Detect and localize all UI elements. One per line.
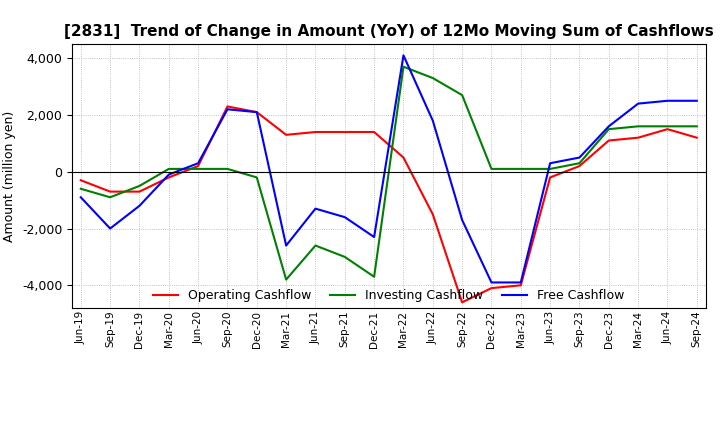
Line: Operating Cashflow: Operating Cashflow xyxy=(81,106,697,302)
Free Cashflow xyxy=(106,226,114,231)
Investing Cashflow xyxy=(428,75,437,81)
Investing Cashflow xyxy=(516,166,525,172)
Free Cashflow xyxy=(341,215,349,220)
Investing Cashflow xyxy=(341,254,349,260)
Operating Cashflow xyxy=(546,175,554,180)
Investing Cashflow xyxy=(370,274,379,279)
Legend: Operating Cashflow, Investing Cashflow, Free Cashflow: Operating Cashflow, Investing Cashflow, … xyxy=(148,284,629,307)
Free Cashflow xyxy=(253,110,261,115)
Operating Cashflow xyxy=(164,175,173,180)
Operating Cashflow xyxy=(458,300,467,305)
Investing Cashflow xyxy=(458,92,467,98)
Free Cashflow xyxy=(575,155,584,160)
Operating Cashflow xyxy=(135,189,144,194)
Title: [2831]  Trend of Change in Amount (YoY) of 12Mo Moving Sum of Cashflows: [2831] Trend of Change in Amount (YoY) o… xyxy=(64,24,714,39)
Free Cashflow xyxy=(223,106,232,112)
Investing Cashflow xyxy=(575,161,584,166)
Investing Cashflow xyxy=(487,166,496,172)
Operating Cashflow xyxy=(223,104,232,109)
Investing Cashflow xyxy=(76,186,85,191)
Operating Cashflow xyxy=(76,178,85,183)
Operating Cashflow xyxy=(663,127,672,132)
Investing Cashflow xyxy=(194,166,202,172)
Free Cashflow xyxy=(399,53,408,58)
Operating Cashflow xyxy=(194,163,202,169)
Investing Cashflow xyxy=(282,277,290,282)
Investing Cashflow xyxy=(135,183,144,189)
Free Cashflow xyxy=(370,235,379,240)
Free Cashflow xyxy=(458,217,467,223)
Operating Cashflow xyxy=(106,189,114,194)
Free Cashflow xyxy=(516,280,525,285)
Y-axis label: Amount (million yen): Amount (million yen) xyxy=(4,110,17,242)
Operating Cashflow xyxy=(253,110,261,115)
Investing Cashflow xyxy=(164,166,173,172)
Free Cashflow xyxy=(634,101,642,106)
Free Cashflow xyxy=(428,118,437,123)
Investing Cashflow xyxy=(546,166,554,172)
Operating Cashflow xyxy=(341,129,349,135)
Line: Free Cashflow: Free Cashflow xyxy=(81,55,697,282)
Operating Cashflow xyxy=(428,212,437,217)
Free Cashflow xyxy=(282,243,290,248)
Investing Cashflow xyxy=(634,124,642,129)
Free Cashflow xyxy=(663,98,672,103)
Line: Investing Cashflow: Investing Cashflow xyxy=(81,67,697,279)
Free Cashflow xyxy=(605,124,613,129)
Investing Cashflow xyxy=(311,243,320,248)
Free Cashflow xyxy=(693,98,701,103)
Free Cashflow xyxy=(135,203,144,209)
Investing Cashflow xyxy=(663,124,672,129)
Operating Cashflow xyxy=(516,282,525,288)
Investing Cashflow xyxy=(605,127,613,132)
Free Cashflow xyxy=(311,206,320,211)
Operating Cashflow xyxy=(370,129,379,135)
Free Cashflow xyxy=(76,194,85,200)
Free Cashflow xyxy=(194,161,202,166)
Free Cashflow xyxy=(164,172,173,177)
Investing Cashflow xyxy=(223,166,232,172)
Free Cashflow xyxy=(546,161,554,166)
Operating Cashflow xyxy=(693,135,701,140)
Operating Cashflow xyxy=(575,163,584,169)
Investing Cashflow xyxy=(693,124,701,129)
Operating Cashflow xyxy=(605,138,613,143)
Operating Cashflow xyxy=(282,132,290,137)
Operating Cashflow xyxy=(399,155,408,160)
Investing Cashflow xyxy=(253,175,261,180)
Free Cashflow xyxy=(487,280,496,285)
Operating Cashflow xyxy=(634,135,642,140)
Investing Cashflow xyxy=(106,194,114,200)
Operating Cashflow xyxy=(311,129,320,135)
Investing Cashflow xyxy=(399,64,408,70)
Operating Cashflow xyxy=(487,286,496,291)
